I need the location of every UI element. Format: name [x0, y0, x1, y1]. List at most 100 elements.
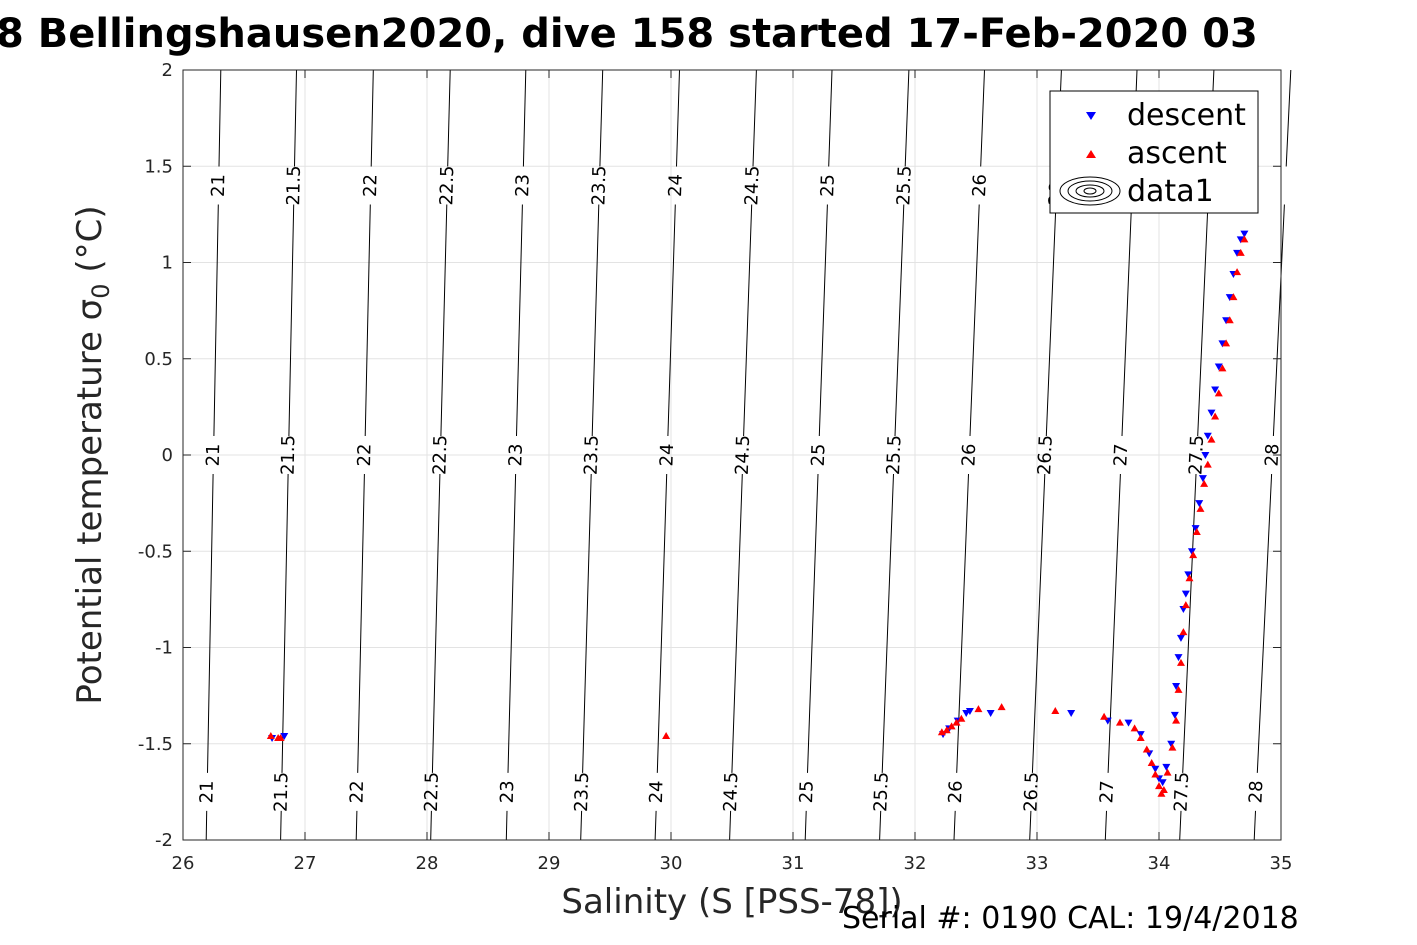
ascent-point: [1222, 339, 1231, 347]
serial-cal-info: Serial #: 0190 CAL: 19/4/2018: [842, 901, 1299, 936]
contour-label: 25: [817, 174, 839, 198]
contour-label: 22: [347, 780, 369, 803]
descent-point: [1222, 317, 1231, 325]
ascent-point: [1179, 628, 1188, 636]
ascent-point: [274, 733, 283, 741]
contour-label: 22: [360, 174, 382, 197]
x-tick-label: 30: [660, 853, 683, 874]
contour-label: 22.5: [429, 435, 451, 476]
legend: descent ascent data1: [1049, 90, 1259, 214]
contour-label: 21.5: [278, 435, 300, 476]
descent-point: [1158, 779, 1167, 787]
contour-line: [1104, 69, 1138, 841]
contour-label: 26.5: [1034, 435, 1057, 476]
y-tick-label: 1: [162, 253, 173, 274]
contour-label: 23: [497, 780, 519, 803]
descent-point: [1191, 525, 1200, 533]
descent-point: [1181, 590, 1190, 598]
ascent-point: [1174, 685, 1183, 693]
ascent-point: [997, 703, 1006, 711]
x-tick-label: 26: [172, 853, 195, 874]
descent-point: [1170, 711, 1179, 719]
ascent-point: [1163, 768, 1172, 776]
contour-line: [280, 69, 297, 841]
ascent-point: [1130, 724, 1139, 732]
contour-label: 26.5: [1020, 771, 1043, 812]
contour-line: [205, 69, 222, 841]
contour-label: 25: [796, 780, 818, 804]
contour-label: 25: [808, 443, 830, 467]
x-tick-label: 27: [294, 853, 317, 874]
descent-point: [1211, 386, 1220, 394]
contour-line: [1029, 69, 1062, 841]
contour-line: [729, 69, 757, 841]
contour-label: 24: [665, 174, 687, 198]
contour-line: [1253, 69, 1292, 841]
descent-point: [1214, 363, 1223, 371]
ascent-point: [1115, 718, 1124, 726]
ascent-point: [1200, 479, 1209, 487]
ascent-point: [1176, 658, 1185, 666]
descent-point: [986, 709, 995, 717]
ascent-point: [1172, 716, 1181, 724]
contour-label: 24.5: [741, 165, 763, 206]
contour-line: [355, 69, 374, 841]
y-tick-label: -2: [155, 830, 173, 851]
legend-data1-label: data1: [1127, 174, 1214, 209]
ascent-point: [957, 714, 966, 722]
descent-point: [1201, 452, 1210, 459]
chart-title: 8 Bellingshausen2020, dive 158 started 1…: [0, 11, 1258, 57]
x-tick-label: 29: [538, 853, 561, 874]
y-axis-ticks: -2 -1.5 -1 -0.5 0 0.5 1 1.5 2: [138, 60, 1281, 851]
y-tick-label: 0: [162, 445, 173, 466]
ascent-point: [942, 726, 951, 734]
contour-line: [654, 69, 680, 841]
contour-label: 24: [656, 443, 678, 467]
contour-label: 25.5: [870, 771, 893, 812]
ascent-point: [1236, 248, 1245, 256]
ascent-point: [1207, 435, 1216, 443]
contour-label: 26: [945, 780, 967, 804]
contour-label: 22: [354, 443, 376, 466]
ascent-point: [1151, 770, 1160, 778]
y-tick-label: 1.5: [144, 156, 173, 177]
contour-label: 28: [1245, 780, 1267, 804]
contour-line: [1179, 69, 1215, 841]
ascent-point: [1189, 551, 1198, 559]
ascent-point: [266, 732, 275, 740]
descent-point: [1184, 571, 1193, 579]
contour-line: [879, 69, 910, 841]
contour-label: 27: [1110, 443, 1132, 467]
contour-line: [505, 69, 527, 841]
descent-point: [1124, 719, 1133, 727]
y-axis-label: Potential temperature σ0 (°C): [70, 205, 115, 704]
descent-point: [1195, 500, 1204, 508]
contour-label: 21: [196, 780, 217, 803]
descent-point: [1240, 230, 1249, 238]
contour-label: 23: [512, 174, 534, 197]
ascent-point: [1214, 389, 1223, 397]
descent-point: [1151, 765, 1160, 773]
descent-point: [1174, 654, 1183, 662]
contour-label: 25.5: [893, 165, 916, 206]
ascent-point: [662, 732, 671, 740]
descent-point: [1218, 340, 1227, 348]
ascent-point: [1211, 412, 1220, 420]
ascent-point: [974, 705, 983, 713]
y-axis-label-unit: (°C): [70, 205, 110, 283]
y-axis-label-main: Potential temperature σ: [70, 299, 110, 705]
contour-line: [430, 69, 451, 841]
contour-label: 27.5: [1171, 771, 1194, 812]
descent-point: [1162, 763, 1171, 771]
descent-point: [1176, 634, 1185, 642]
x-axis-ticks: 26 27 28 29 30 31 32 33 34 35: [172, 70, 1292, 874]
y-tick-label: -1: [155, 638, 173, 659]
legend-contour-icon: [1059, 176, 1121, 206]
ascent-point: [1136, 733, 1145, 741]
ascent-point: [1233, 268, 1242, 276]
descent-point: [1198, 475, 1207, 483]
ascent-point: [1203, 460, 1212, 468]
contour-label: 24: [646, 780, 668, 804]
descent-point: [1167, 740, 1176, 748]
ascent-point: [1229, 293, 1238, 301]
